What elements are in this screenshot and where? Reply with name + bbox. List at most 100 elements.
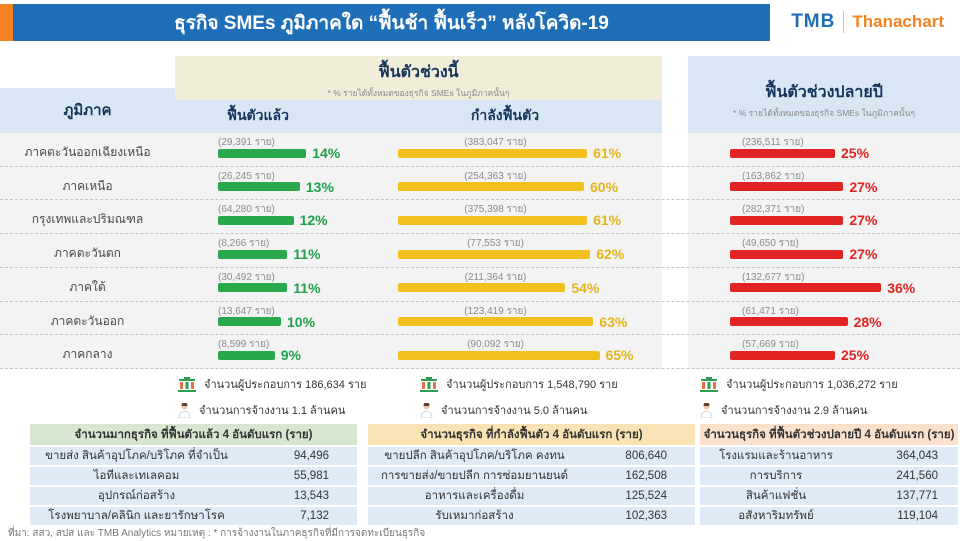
table-row: กรุงเทพและปริมณฑล (64,280 ราย) 12% (375,… xyxy=(0,200,960,235)
sector-value: 55,981 xyxy=(293,470,329,482)
recovering-pct: 62% xyxy=(596,246,625,263)
recovered-bar xyxy=(218,317,281,327)
sector-value: 364,043 xyxy=(896,450,938,462)
recovered-count: (64,280 ราย) xyxy=(218,204,275,216)
operators-total: จำนวนผู้ประกอบการ 1,548,790 ราย xyxy=(446,379,618,391)
late-bar xyxy=(730,350,835,360)
table-row: รับเหมาก่อสร้าง 102,363 xyxy=(368,507,695,525)
totals-late: จำนวนผู้ประกอบการ 1,036,272 ราย จำนวนการ… xyxy=(700,371,898,423)
person-icon xyxy=(420,402,433,418)
region-label: ภาคเหนือ xyxy=(62,178,113,193)
sector-value: 125,524 xyxy=(625,490,667,502)
late-recovery-subtitle: * % รายได้ทั้งหมดของธุรกิจ SMEs ในภูมิภา… xyxy=(733,108,915,118)
late-count: (49,650 ราย) xyxy=(742,238,799,250)
late-count: (163,862 ราย) xyxy=(742,170,805,182)
late-pct: 25% xyxy=(841,145,870,161)
region-label: ภาคกลาง xyxy=(62,347,113,362)
table-row: โรงพยาบาล/คลินิก และยารักษาโรค 7,132 xyxy=(30,507,357,525)
employment-total: จำนวนการจ้างงาน 2.9 ล้านคน xyxy=(721,405,868,417)
table-title: จำนวนธุรกิจ ที่ฟื้นตัวช่วงปลายปี 4 อันดั… xyxy=(700,424,958,445)
late-count: (57,669 ราย) xyxy=(742,339,799,351)
recovered-bar xyxy=(218,350,275,360)
recovering-count: (211,364 ราย) xyxy=(464,271,527,283)
table-row: ขายปลีก สินค้าอุปโภค/บริโภค คงทน 806,640 xyxy=(368,447,695,465)
current-recovery-title: ฟื้นตัวช่วงนี้ xyxy=(378,64,459,81)
top-late-recovery-sectors-table: จำนวนธุรกิจ ที่ฟื้นตัวช่วงปลายปี 4 อันดั… xyxy=(700,424,958,525)
late-bar xyxy=(730,317,848,327)
current-recovery-subtitle: * % รายได้ทั้งหมดของธุรกิจ SMEs ในภูมิภา… xyxy=(327,88,510,98)
table-row: ภาคใต้ (30,492 ราย) 11% (211,364 ราย) 54… xyxy=(0,268,960,302)
recovered-count: (29,391 ราย) xyxy=(218,137,275,148)
top-recovering-sectors-table: จำนวนธุรกิจ ที่กำลังฟื้นตัว 4 อันดับแรก … xyxy=(368,424,695,525)
recovered-count: (30,492 ราย) xyxy=(218,271,275,283)
sector-name: การขายส่ง/ขายปลีก การซ่อมยานยนต์ xyxy=(380,470,569,482)
accent-bar xyxy=(0,4,13,41)
late-recovery-header: ฟื้นตัวช่วงปลายปี * % รายได้ทั้งหมดของธุ… xyxy=(688,56,960,133)
table-row: สินค้าแฟชั่น 137,771 xyxy=(700,487,958,505)
sector-name: อาหารและเครื่องดื่ม xyxy=(424,490,525,502)
recovered-pct: 12% xyxy=(299,212,328,229)
late-bar xyxy=(730,148,835,158)
recovered-count: (26,245 ราย) xyxy=(218,170,275,182)
recovered-pct: 14% xyxy=(312,145,341,161)
recovering-count: (77,553 ราย) xyxy=(467,238,524,250)
building-icon xyxy=(178,376,196,392)
sector-value: 7,132 xyxy=(300,510,329,522)
recovering-pct: 63% xyxy=(599,313,628,330)
table-row: ภาคตะวันออก (13,647 ราย) 10% (123,419 รา… xyxy=(0,302,960,336)
table-row: การบริการ 241,560 xyxy=(700,467,958,485)
recovered-bar xyxy=(218,215,294,225)
table-title: จำนวนมากธุรกิจ ที่ฟื้นตัวแล้ว 4 อันดับแร… xyxy=(30,424,357,445)
sector-value: 13,543 xyxy=(293,490,329,502)
region-label: ภาคตะวันตก xyxy=(54,246,121,261)
late-pct: 27% xyxy=(849,246,878,263)
sector-name: อสังหาริมทรัพย์ xyxy=(738,510,814,522)
page-title: ธุรกิจ SMEs ภูมิภาคใด “ฟื้นช้า ฟื้นเร็ว”… xyxy=(174,12,609,34)
tmb-thanachart-logo: TMB Thanachart xyxy=(791,11,944,33)
table-title: จำนวนธุรกิจ ที่กำลังฟื้นตัว 4 อันดับแรก … xyxy=(368,424,695,445)
recovering-count: (90,092 ราย) xyxy=(467,339,524,351)
sector-value: 137,771 xyxy=(896,490,938,502)
table-row: ขายส่ง สินค้าอุปโภค/บริโภค ที่จำเป็น 94,4… xyxy=(30,447,357,465)
recovered-count: (8,266 ราย) xyxy=(218,238,270,250)
late-count: (236,511 ราย) xyxy=(742,137,804,148)
recovering-count: (383,047 ราย) xyxy=(464,137,527,148)
sector-name: ไอทีและเทเลคอม xyxy=(93,470,180,482)
recovered-pct: 9% xyxy=(280,347,301,364)
late-pct: 27% xyxy=(849,212,878,229)
sector-value: 241,560 xyxy=(896,470,938,482)
table-row: โรงแรมและร้านอาหาร 364,043 xyxy=(700,447,958,465)
thanachart-logo-text: Thanachart xyxy=(852,12,944,31)
recovering-bar xyxy=(398,249,591,259)
sector-value: 102,363 xyxy=(625,510,667,522)
recovered-count: (13,647 ราย) xyxy=(218,305,275,317)
recovering-bar xyxy=(398,283,566,293)
late-pct: 27% xyxy=(849,178,878,195)
sector-name: อุปกรณ์ก่อสร้าง xyxy=(97,490,176,502)
table-row: ภาคกลาง (8,599 ราย) 9% (90,092 ราย) 65% … xyxy=(0,335,960,369)
sector-value: 162,508 xyxy=(625,470,667,482)
region-label: กรุงเทพและปริมณฑล xyxy=(31,212,144,227)
building-icon xyxy=(420,376,438,392)
region-label: ภาคตะวันออก xyxy=(50,313,125,328)
late-count: (132,677 ราย) xyxy=(742,271,805,283)
late-pct: 25% xyxy=(841,347,870,364)
employment-total: จำนวนการจ้างงาน 5.0 ล้านคน xyxy=(441,405,588,417)
late-count: (61,471 ราย) xyxy=(742,305,799,317)
region-label: ภาคใต้ xyxy=(69,279,106,294)
recovering-pct: 61% xyxy=(593,212,622,229)
table-row: ภาคตะวันตก (8,266 ราย) 11% (77,553 ราย) … xyxy=(0,234,960,268)
late-bar xyxy=(730,182,844,192)
table-row: อสังหาริมทรัพย์ 119,104 xyxy=(700,507,958,525)
sector-value: 806,640 xyxy=(625,450,667,462)
recovered-pct: 11% xyxy=(293,279,321,296)
tmb-logo-text: TMB xyxy=(791,11,836,32)
totals-section: จำนวนผู้ประกอบการ 186,634 ราย จำนวนการจ้… xyxy=(0,371,960,424)
sector-value: 119,104 xyxy=(897,510,938,522)
source-note: ที่มา: สสว, สปส และ TMB Analytics หมายเห… xyxy=(8,528,426,539)
sector-name: โรงพยาบาล/คลินิก และยารักษาโรค xyxy=(48,510,225,522)
region-column-header: ภูมิภาค xyxy=(63,102,112,119)
title-bar: ธุรกิจ SMEs ภูมิภาคใด “ฟื้นช้า ฟื้นเร็ว”… xyxy=(13,4,770,41)
person-icon xyxy=(700,402,713,418)
totals-recovered: จำนวนผู้ประกอบการ 186,634 ราย จำนวนการจ้… xyxy=(178,371,366,423)
